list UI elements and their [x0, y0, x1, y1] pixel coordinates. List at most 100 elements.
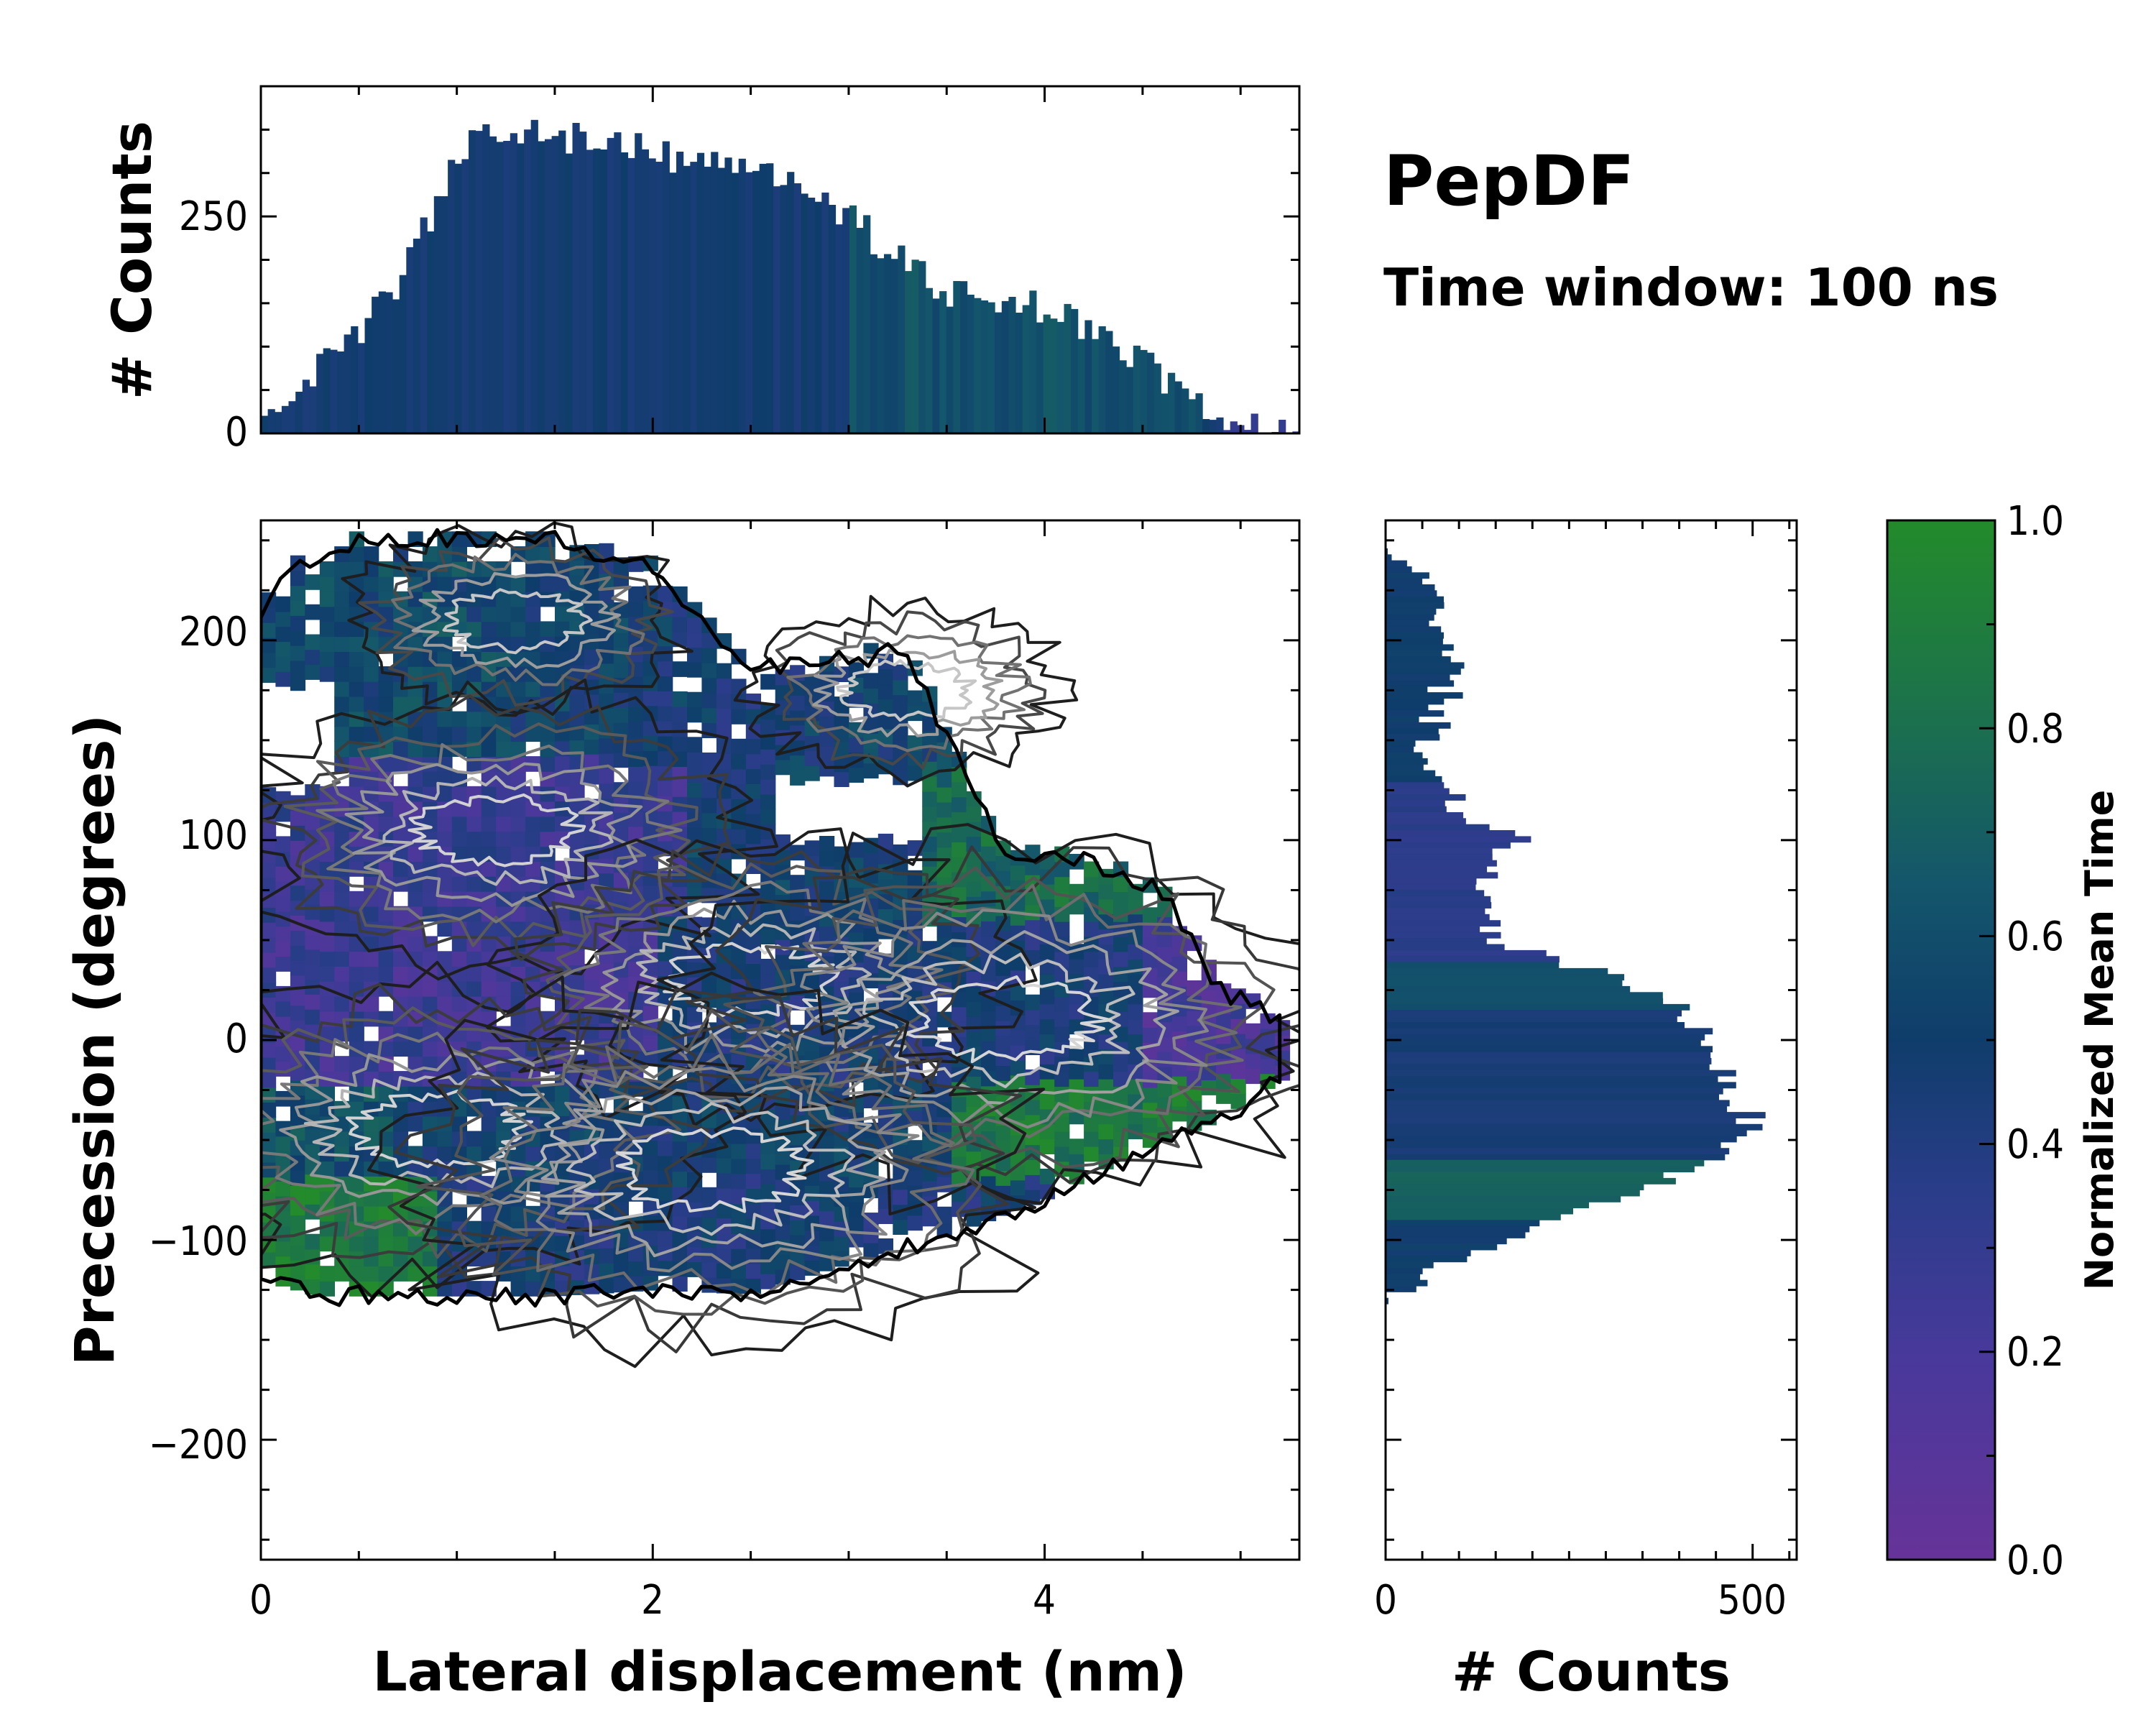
heatmap-cell [672, 781, 688, 797]
heatmap-cell [701, 782, 717, 799]
top-histogram-bar [1084, 320, 1092, 433]
heatmap-cell [936, 1177, 952, 1192]
contour-line [862, 952, 1135, 1088]
heatmap-cell [819, 1256, 835, 1271]
right-histogram: 0 500 # Counts [1374, 519, 1798, 1703]
contour-line [836, 658, 977, 722]
top-histogram-bars [261, 119, 1299, 433]
right-histogram-bar [1386, 1202, 1589, 1209]
heatmap-cell [481, 981, 497, 997]
top-histogram-bar [1056, 321, 1064, 433]
heatmap-cell [804, 1185, 820, 1201]
heatmap-cell [981, 1070, 997, 1087]
right-histogram-bar [1386, 1112, 1766, 1118]
heatmap-cell [745, 1143, 761, 1159]
heatmap-cell [349, 951, 364, 967]
heatmap-cell [790, 1264, 806, 1281]
heatmap-cell [599, 1023, 614, 1039]
heatmap-cell [540, 906, 556, 922]
heatmap-cell [834, 1236, 849, 1252]
top-histogram-bar [925, 288, 933, 433]
heatmap-cell [422, 576, 438, 592]
heatmap-cell [642, 660, 658, 676]
right-histogram-bar [1386, 1118, 1736, 1125]
heatmap-cell [952, 781, 967, 798]
heatmap-cell [819, 1136, 835, 1151]
contour-line [279, 1052, 605, 1206]
heatmap-cell [819, 850, 835, 867]
heatmap-cell [1069, 1049, 1084, 1064]
heatmap-cell [701, 1217, 717, 1233]
heatmap-cell [261, 622, 277, 638]
heatmap-cell [466, 1146, 482, 1162]
right-histogram-bar [1386, 872, 1498, 879]
heatmap-cell [936, 1206, 952, 1223]
top-histogram-bar [1029, 290, 1037, 433]
heatmap-cell [658, 1185, 673, 1201]
top-histogram-bar [399, 275, 407, 433]
right-histogram-bar [1386, 626, 1442, 633]
heatmap-cell [349, 831, 364, 847]
right-histogram-bar [1386, 860, 1497, 867]
heatmap-cell [672, 1276, 688, 1292]
right-histogram-bar [1386, 1040, 1701, 1046]
right-histogram-bar [1386, 1076, 1718, 1082]
heatmap-cell [775, 1104, 791, 1120]
heatmap-cell [334, 561, 350, 577]
heatmap-cell [628, 811, 644, 827]
heatmap-cell [378, 591, 394, 607]
heatmap-cell [525, 606, 541, 622]
heatmap-cell [481, 846, 497, 862]
right-histogram-bar [1386, 734, 1440, 741]
right-histogram-bar [1386, 572, 1429, 579]
heatmap-cell [628, 736, 644, 753]
right-histogram-bar [1386, 806, 1447, 813]
right-histogram-bar [1386, 758, 1428, 765]
heatmap-cell [481, 861, 497, 877]
heatmap-cell [907, 1140, 923, 1156]
heatmap-cell [555, 1190, 571, 1206]
heatmap-cell [1098, 1064, 1114, 1080]
top-histogram-bar [496, 142, 504, 433]
heatmap-cell [1010, 895, 1026, 911]
heatmap-cell [775, 954, 791, 970]
heatmap-cell [437, 891, 453, 907]
heatmap-cell [407, 681, 423, 697]
heatmap-cell [687, 632, 703, 648]
right-histogram-bar [1386, 800, 1445, 807]
heatmap-cell [393, 1100, 409, 1117]
heatmap-cell [305, 994, 321, 1010]
heatmap-cell [540, 666, 556, 682]
right-histogram-bar [1386, 746, 1414, 753]
heatmap-cell [716, 663, 732, 679]
heatmap-cell [1010, 985, 1026, 1001]
right-histogram-bar [1386, 1034, 1705, 1041]
top-histogram-bar [1243, 430, 1252, 433]
heatmap-cell [378, 951, 394, 967]
heatmap-cell [848, 737, 865, 753]
heatmap-cell [745, 768, 761, 784]
heatmap-cell [658, 705, 673, 722]
heatmap-cell [555, 755, 571, 772]
top-histogram-bar [316, 354, 324, 433]
heatmap-cell [687, 737, 703, 753]
heatmap-cell [1084, 1131, 1100, 1147]
heatmap-cell [466, 831, 482, 847]
heatmap-cell [760, 973, 776, 990]
heatmap-cell [481, 1251, 497, 1267]
right-histogram-bar [1386, 949, 1547, 957]
heatmap-cell [1113, 1131, 1129, 1147]
right-histogram-bar [1386, 974, 1625, 981]
colorbar-tick-label: 0.8 [2007, 706, 2064, 753]
heatmap-cell [393, 1266, 409, 1282]
top-histogram-bar [870, 254, 877, 433]
heatmap-cell [701, 977, 717, 993]
heatmap-cell [451, 711, 467, 727]
heatmap-cell [642, 690, 658, 707]
heatmap-cell [290, 930, 306, 946]
heatmap-cell [437, 726, 453, 742]
heatmap-cell [1230, 1063, 1246, 1080]
right-histogram-bar [1386, 1136, 1737, 1143]
top-histogram-bar [475, 131, 483, 433]
